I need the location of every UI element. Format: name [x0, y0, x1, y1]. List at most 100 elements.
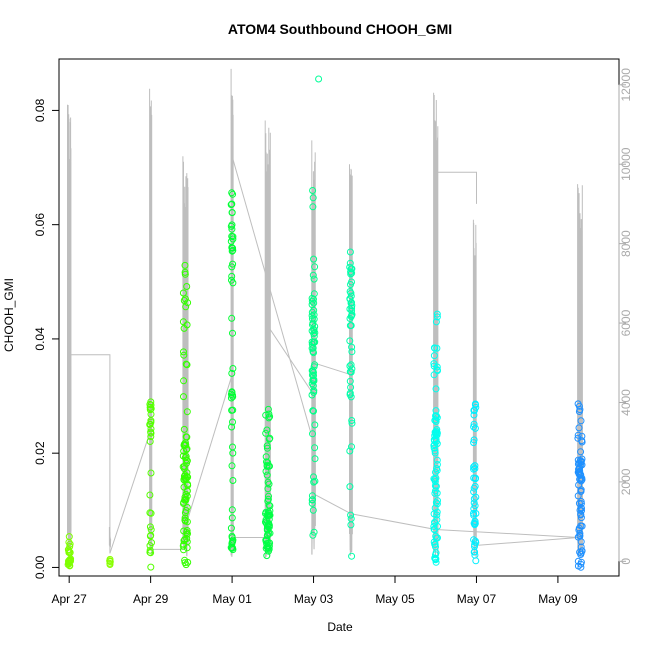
data-point: [311, 329, 319, 337]
data-point: [264, 485, 272, 493]
data-point: [348, 269, 356, 277]
altitude-ferry-line: [435, 171, 477, 204]
data-point: [431, 449, 439, 457]
x-tick-label: May 09: [538, 592, 578, 606]
data-point: [430, 362, 438, 370]
data-point: [263, 471, 271, 479]
data-point: [433, 313, 441, 321]
data-point: [471, 541, 479, 549]
data-point: [577, 500, 585, 508]
data-point: [263, 540, 271, 548]
data-point: [433, 427, 440, 435]
data-point: [311, 455, 319, 463]
data-point: [182, 303, 190, 311]
data-point: [311, 263, 319, 271]
data-point: [309, 531, 317, 539]
data-point: [347, 361, 355, 369]
data-point: [574, 456, 582, 464]
data-point: [347, 268, 355, 276]
data-point: [346, 248, 354, 256]
data-point: [431, 482, 439, 490]
data-point: [228, 314, 236, 322]
data-point: [180, 498, 188, 506]
y-tick-label: 0.06: [33, 213, 47, 237]
data-point: [346, 483, 354, 491]
data-point: [432, 318, 440, 326]
data-point: [433, 500, 441, 508]
data-point: [183, 321, 191, 329]
data-point: [229, 391, 236, 399]
data-point: [470, 465, 478, 473]
data-point: [431, 555, 439, 563]
altitude-ferry-line: [476, 537, 579, 546]
data-point: [180, 537, 188, 545]
altitude-ferry-line: [435, 529, 579, 538]
data-point: [470, 511, 478, 519]
data-point: [347, 521, 355, 529]
data-point: [147, 425, 155, 433]
data-point: [180, 546, 187, 554]
x-tick-label: May 03: [294, 592, 334, 606]
data-point: [308, 308, 316, 316]
y-tick-label: 0.04: [33, 327, 47, 351]
data-point: [262, 429, 270, 437]
data-point: [308, 499, 316, 507]
data-point: [471, 537, 479, 545]
data-point: [577, 486, 585, 494]
y2-tick-label: 4000: [619, 389, 633, 416]
data-point: [574, 434, 582, 442]
data-point: [229, 329, 236, 337]
data-point: [432, 532, 440, 540]
data-point: [311, 477, 319, 485]
data-point: [430, 352, 438, 360]
data-point: [347, 265, 355, 273]
data-point: [347, 383, 355, 391]
data-point: [147, 429, 155, 437]
data-point: [577, 471, 584, 479]
x-tick-label: May 05: [375, 592, 415, 606]
data-point: [470, 436, 478, 444]
data-point: [229, 235, 237, 243]
data-point: [263, 543, 271, 551]
data-point: [147, 563, 155, 571]
data-point: [310, 372, 317, 380]
y2-tick-label: 12000: [619, 68, 633, 102]
data-point: [311, 421, 319, 429]
data-point: [347, 393, 355, 401]
data-point: [66, 540, 74, 548]
data-point: [432, 558, 440, 566]
data-point: [229, 260, 237, 268]
data-point: [470, 495, 478, 503]
data-point: [577, 448, 585, 456]
data-point: [180, 393, 187, 401]
data-point: [180, 476, 188, 483]
data-point: [348, 443, 355, 451]
data-point: [308, 380, 316, 388]
data-point: [146, 542, 154, 550]
data-point: [265, 492, 272, 500]
data-point: [147, 401, 155, 409]
data-point: [577, 538, 585, 546]
data-point: [310, 299, 318, 307]
data-point: [577, 543, 585, 551]
data-point: [180, 297, 188, 304]
data-point: [574, 431, 582, 439]
data-point: [348, 348, 356, 356]
data-point: [181, 517, 189, 525]
data-point: [434, 497, 441, 505]
data-point: [229, 418, 236, 426]
data-point: [182, 507, 190, 514]
data-point: [309, 430, 316, 438]
data-point: [432, 551, 439, 559]
data-point: [432, 385, 440, 393]
data-point: [228, 272, 236, 280]
data-point: [227, 201, 235, 209]
data-point: [577, 514, 585, 522]
data-point: [310, 473, 317, 481]
data-point: [264, 405, 272, 413]
altitude-ferry-line: [231, 156, 314, 443]
x-tick-label: May 01: [212, 592, 252, 606]
data-point: [309, 187, 317, 194]
data-point: [66, 543, 74, 550]
